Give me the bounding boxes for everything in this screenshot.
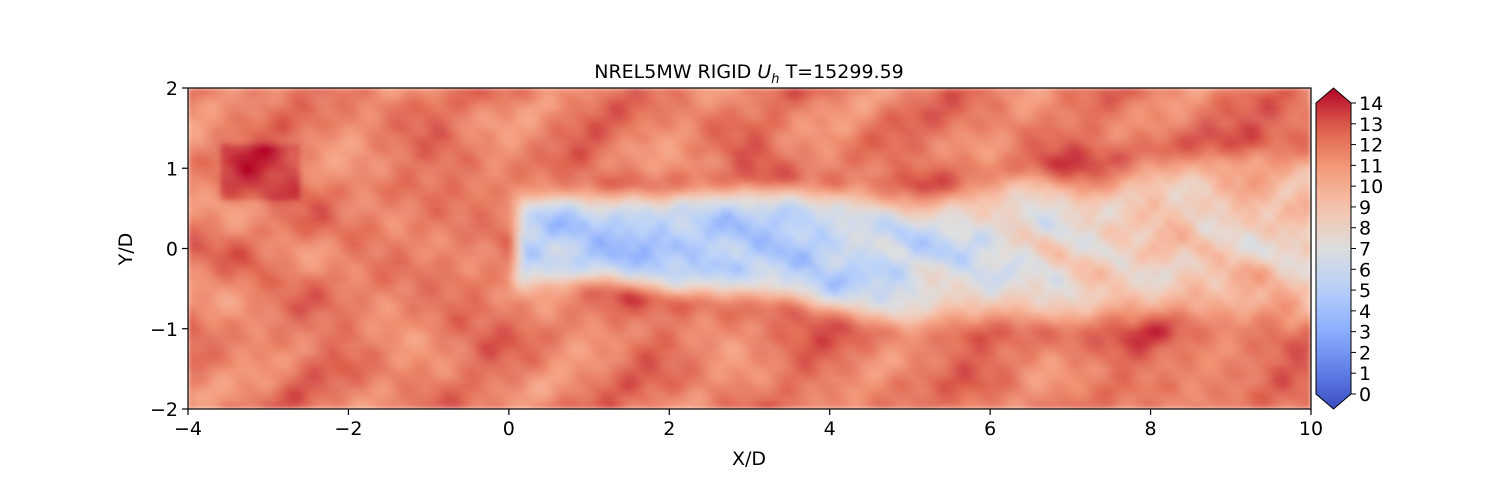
y-tick-label: −2 [150, 399, 178, 421]
x-tick-label: 8 [1145, 418, 1157, 440]
colorbar-body [1315, 87, 1352, 410]
colorbar-tick-label: 3 [1359, 322, 1371, 344]
y-tick-label: −1 [150, 319, 178, 341]
colorbar-tick-label: 8 [1359, 218, 1371, 240]
chart-title: NREL5MW RIGID Uh T=15299.59 [594, 61, 904, 87]
colorbar-tick-label: 12 [1359, 135, 1383, 157]
colorbar-tick-label: 11 [1359, 155, 1383, 177]
x-tick-label: 4 [824, 418, 836, 440]
colorbar-tick-label: 1 [1359, 363, 1371, 385]
colorbar-tick-label: 4 [1359, 301, 1371, 323]
colorbar-tick-label: 5 [1359, 280, 1371, 302]
colorbar-tick-label: 9 [1359, 197, 1371, 219]
colorbar-tick-label: 7 [1359, 239, 1371, 261]
y-axis: −2 −1 0 1 2 [150, 78, 188, 421]
colorbar-tick-label: 10 [1359, 176, 1383, 198]
x-axis: −4 −2 0 2 4 6 8 10 [174, 409, 1323, 440]
colorbar-tick-label: 6 [1359, 259, 1371, 281]
colorbar-tick-label: 14 [1359, 93, 1383, 115]
colorbar-tick-label: 2 [1359, 342, 1371, 364]
y-tick-label: 0 [166, 239, 178, 261]
x-axis-label: X/D [732, 448, 766, 470]
y-tick-label: 1 [166, 158, 178, 180]
turbulence-texture [188, 88, 1311, 409]
y-axis-label: Y/D [115, 233, 137, 267]
x-tick-label: −4 [174, 418, 202, 440]
x-tick-label: 0 [503, 418, 515, 440]
x-tick-label: 6 [984, 418, 996, 440]
x-tick-label: −2 [334, 418, 362, 440]
x-tick-label: 10 [1299, 418, 1323, 440]
y-tick-label: 2 [166, 78, 178, 100]
colorbar-tick-label: 0 [1359, 384, 1371, 406]
colorbar-tick-label: 13 [1359, 114, 1383, 136]
x-tick-label: 2 [663, 418, 675, 440]
heatmap-plot-area [188, 88, 1311, 409]
